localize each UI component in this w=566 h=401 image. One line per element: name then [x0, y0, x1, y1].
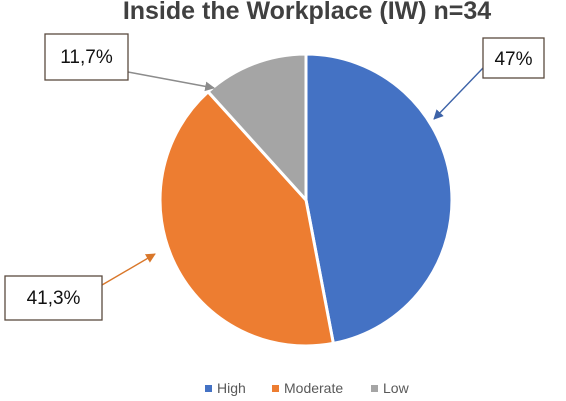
- legend-label-high: High: [217, 380, 246, 396]
- pie-slice-high: [304, 52, 454, 345]
- data-label-high: 47%: [482, 37, 545, 79]
- legend-swatch-low: [371, 385, 378, 392]
- pie-slices: [158, 52, 454, 348]
- leader-line-low: [127, 71, 215, 92]
- legend-swatch-high: [205, 385, 212, 392]
- data-label-high-text: 47%: [494, 49, 532, 70]
- legend-label-moderate: Moderate: [284, 380, 343, 396]
- legend-label-low: Low: [383, 380, 410, 396]
- data-label-moderate: 41,3%: [4, 275, 103, 321]
- legend: High Moderate Low: [205, 380, 410, 396]
- data-label-low-text: 11,7%: [60, 47, 113, 68]
- data-label-moderate-text: 41,3%: [27, 288, 81, 309]
- legend-swatch-moderate: [272, 385, 279, 392]
- legend-item-moderate: Moderate: [272, 380, 343, 396]
- pie-slice-moderate: [158, 90, 335, 348]
- chart-title: Inside the Workplace (IW) n=34: [123, 0, 491, 25]
- leader-line-moderate: [101, 253, 156, 286]
- data-label-low: 11,7%: [44, 33, 129, 81]
- leader-line-high: [433, 67, 484, 120]
- legend-item-high: High: [205, 380, 246, 396]
- legend-item-low: Low: [371, 380, 410, 396]
